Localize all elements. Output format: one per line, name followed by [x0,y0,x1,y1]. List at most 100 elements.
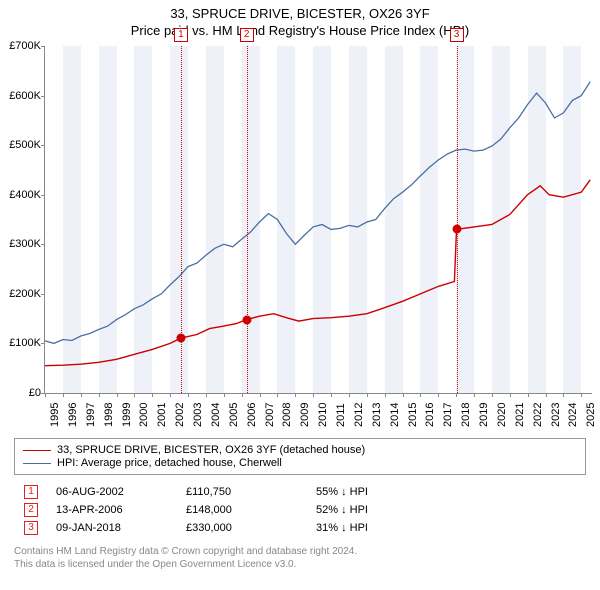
y-tick-mark [41,145,45,146]
chart-legend: 33, SPRUCE DRIVE, BICESTER, OX26 3YF (de… [14,438,586,475]
x-tick-label: 2017 [442,403,454,427]
chart-plot-area: £0£100K£200K£300K£400K£500K£600K£700K199… [44,46,592,394]
marker-number-box: 2 [240,28,254,42]
x-tick-mark [260,393,261,397]
x-tick-label: 2008 [281,403,293,427]
legend-swatch [23,450,51,451]
x-tick-label: 1996 [67,403,79,427]
x-tick-label: 1995 [49,403,61,427]
x-tick-mark [152,393,153,397]
chart-lines-svg [45,46,592,393]
x-tick-mark [528,393,529,397]
y-tick-mark [41,343,45,344]
x-tick-mark [81,393,82,397]
transaction-date: 09-JAN-2018 [56,522,186,534]
x-tick-mark [206,393,207,397]
attribution-line1: Contains HM Land Registry data © Crown c… [14,545,586,558]
x-tick-mark [563,393,564,397]
x-tick-label: 2004 [210,403,222,427]
y-tick-label: £400K [1,189,41,201]
x-tick-mark [492,393,493,397]
x-tick-label: 2012 [353,403,365,427]
marker-number-box: 3 [450,28,464,42]
x-tick-label: 2002 [174,403,186,427]
marker-dot [242,315,251,324]
x-tick-mark [349,393,350,397]
x-tick-label: 1997 [85,403,97,427]
marker-dot [176,334,185,343]
y-tick-mark [41,195,45,196]
transaction-hpi-diff: 55% ↓ HPI [316,486,446,498]
x-tick-mark [313,393,314,397]
x-tick-label: 2006 [246,403,258,427]
y-tick-label: £100K [1,337,41,349]
transaction-row: 309-JAN-2018£330,00031% ↓ HPI [14,521,586,535]
x-tick-label: 2013 [371,403,383,427]
x-tick-mark [510,393,511,397]
x-tick-label: 2003 [192,403,204,427]
x-tick-mark [456,393,457,397]
y-tick-label: £700K [1,40,41,52]
attribution-line2: This data is licensed under the Open Gov… [14,558,586,571]
y-tick-label: £200K [1,288,41,300]
marker-vline [247,46,248,393]
legend-label: 33, SPRUCE DRIVE, BICESTER, OX26 3YF (de… [57,444,365,456]
x-tick-mark [474,393,475,397]
x-tick-label: 2024 [567,403,579,427]
x-tick-mark [45,393,46,397]
attribution-text: Contains HM Land Registry data © Crown c… [14,545,586,571]
x-tick-label: 2010 [317,403,329,427]
x-tick-label: 2022 [532,403,544,427]
transaction-row: 106-AUG-2002£110,75055% ↓ HPI [14,485,586,499]
x-tick-mark [367,393,368,397]
transaction-hpi-diff: 31% ↓ HPI [316,522,446,534]
x-tick-mark [63,393,64,397]
x-tick-label: 2019 [478,403,490,427]
y-tick-mark [41,244,45,245]
x-tick-label: 2015 [407,403,419,427]
legend-swatch [23,463,51,464]
x-tick-label: 2001 [156,403,168,427]
x-tick-label: 2000 [138,403,150,427]
legend-row: 33, SPRUCE DRIVE, BICESTER, OX26 3YF (de… [23,444,577,456]
x-tick-mark [581,393,582,397]
chart-title-address: 33, SPRUCE DRIVE, BICESTER, OX26 3YF [0,6,600,21]
x-tick-mark [99,393,100,397]
y-tick-label: £500K [1,139,41,151]
y-tick-mark [41,46,45,47]
x-tick-label: 2020 [496,403,508,427]
x-tick-label: 2007 [264,403,276,427]
y-tick-mark [41,294,45,295]
x-tick-label: 2009 [299,403,311,427]
x-tick-mark [224,393,225,397]
x-tick-mark [188,393,189,397]
transaction-price: £330,000 [186,522,316,534]
transaction-hpi-diff: 52% ↓ HPI [316,504,446,516]
x-tick-mark [117,393,118,397]
y-tick-label: £600K [1,90,41,102]
x-tick-label: 2016 [424,403,436,427]
y-tick-mark [41,96,45,97]
transaction-price: £148,000 [186,504,316,516]
x-tick-mark [438,393,439,397]
x-tick-mark [242,393,243,397]
x-tick-label: 2011 [335,403,347,427]
x-tick-label: 1999 [121,403,133,427]
x-tick-label: 1998 [103,403,115,427]
transaction-date: 06-AUG-2002 [56,486,186,498]
x-tick-mark [331,393,332,397]
x-tick-mark [277,393,278,397]
legend-label: HPI: Average price, detached house, Cher… [57,457,282,469]
transaction-marker-box: 1 [24,485,38,499]
chart-title-sub: Price paid vs. HM Land Registry's House … [0,23,600,38]
x-tick-mark [134,393,135,397]
y-tick-label: £0 [1,387,41,399]
x-tick-label: 2018 [460,403,472,427]
marker-vline [457,46,458,393]
series-line-hpi [45,82,590,344]
transaction-row: 213-APR-2006£148,00052% ↓ HPI [14,503,586,517]
x-tick-mark [385,393,386,397]
x-tick-mark [170,393,171,397]
x-tick-label: 2005 [228,403,240,427]
x-tick-mark [403,393,404,397]
